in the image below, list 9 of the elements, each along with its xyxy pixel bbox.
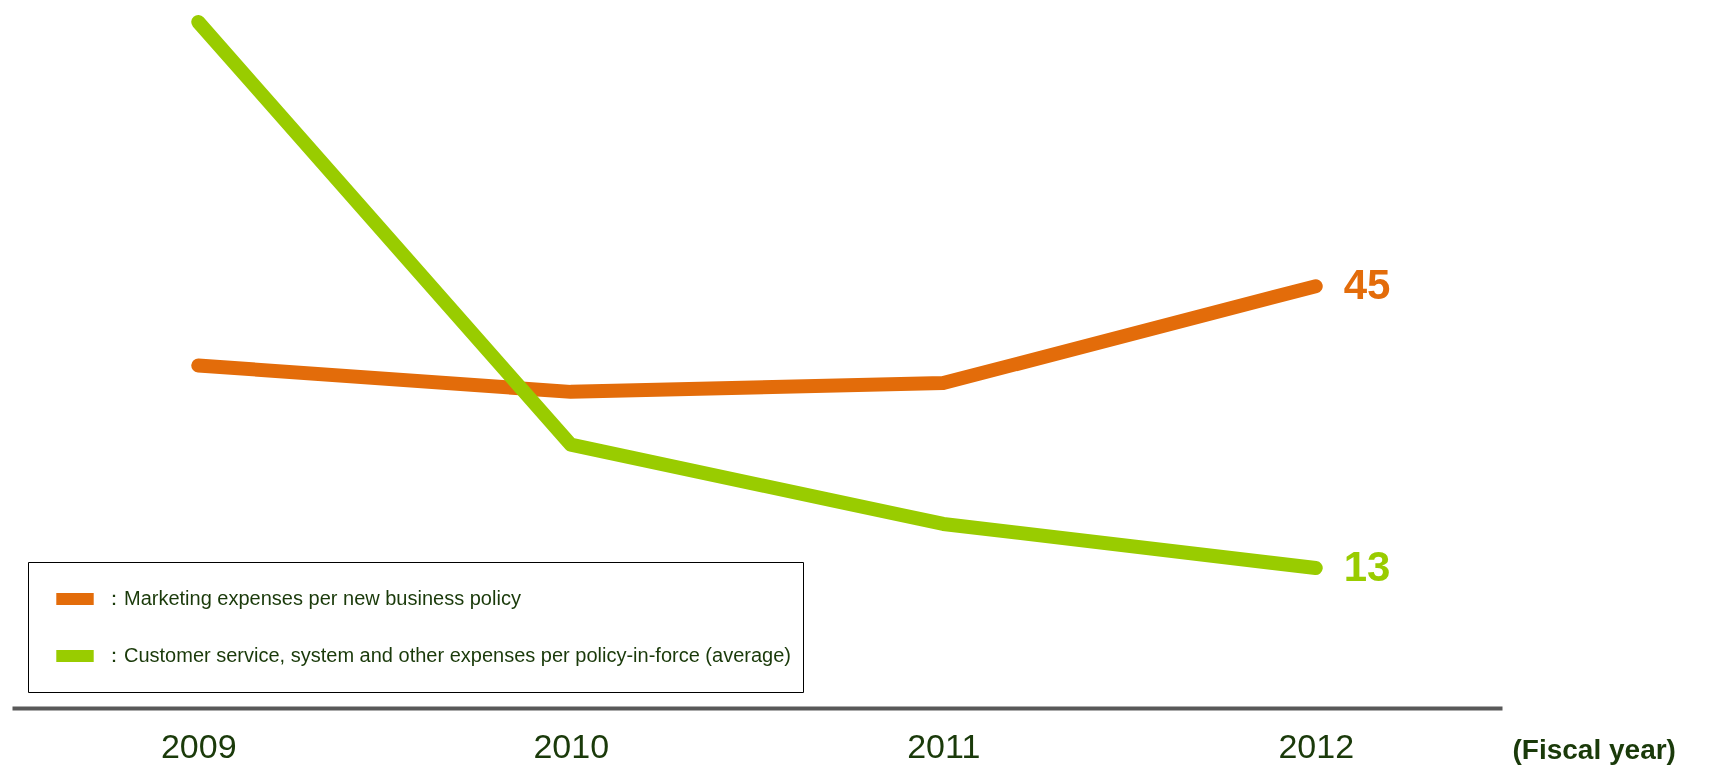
- legend-label: ：Marketing expenses per new business policy: [104, 587, 521, 609]
- x-tick-label: 2009: [160, 726, 237, 765]
- data-label: 13: [1343, 543, 1391, 590]
- legend-label: ：Customer service, system and other expenses per policy-in-force (average): [104, 644, 791, 666]
- x-axis-title: (Fiscal year): [1512, 733, 1676, 765]
- x-tick-label: 2012: [1278, 726, 1355, 765]
- x-tick-label: 2010: [533, 726, 610, 765]
- data-label: 45: [1343, 261, 1391, 309]
- x-tick-label: 2011: [907, 726, 981, 765]
